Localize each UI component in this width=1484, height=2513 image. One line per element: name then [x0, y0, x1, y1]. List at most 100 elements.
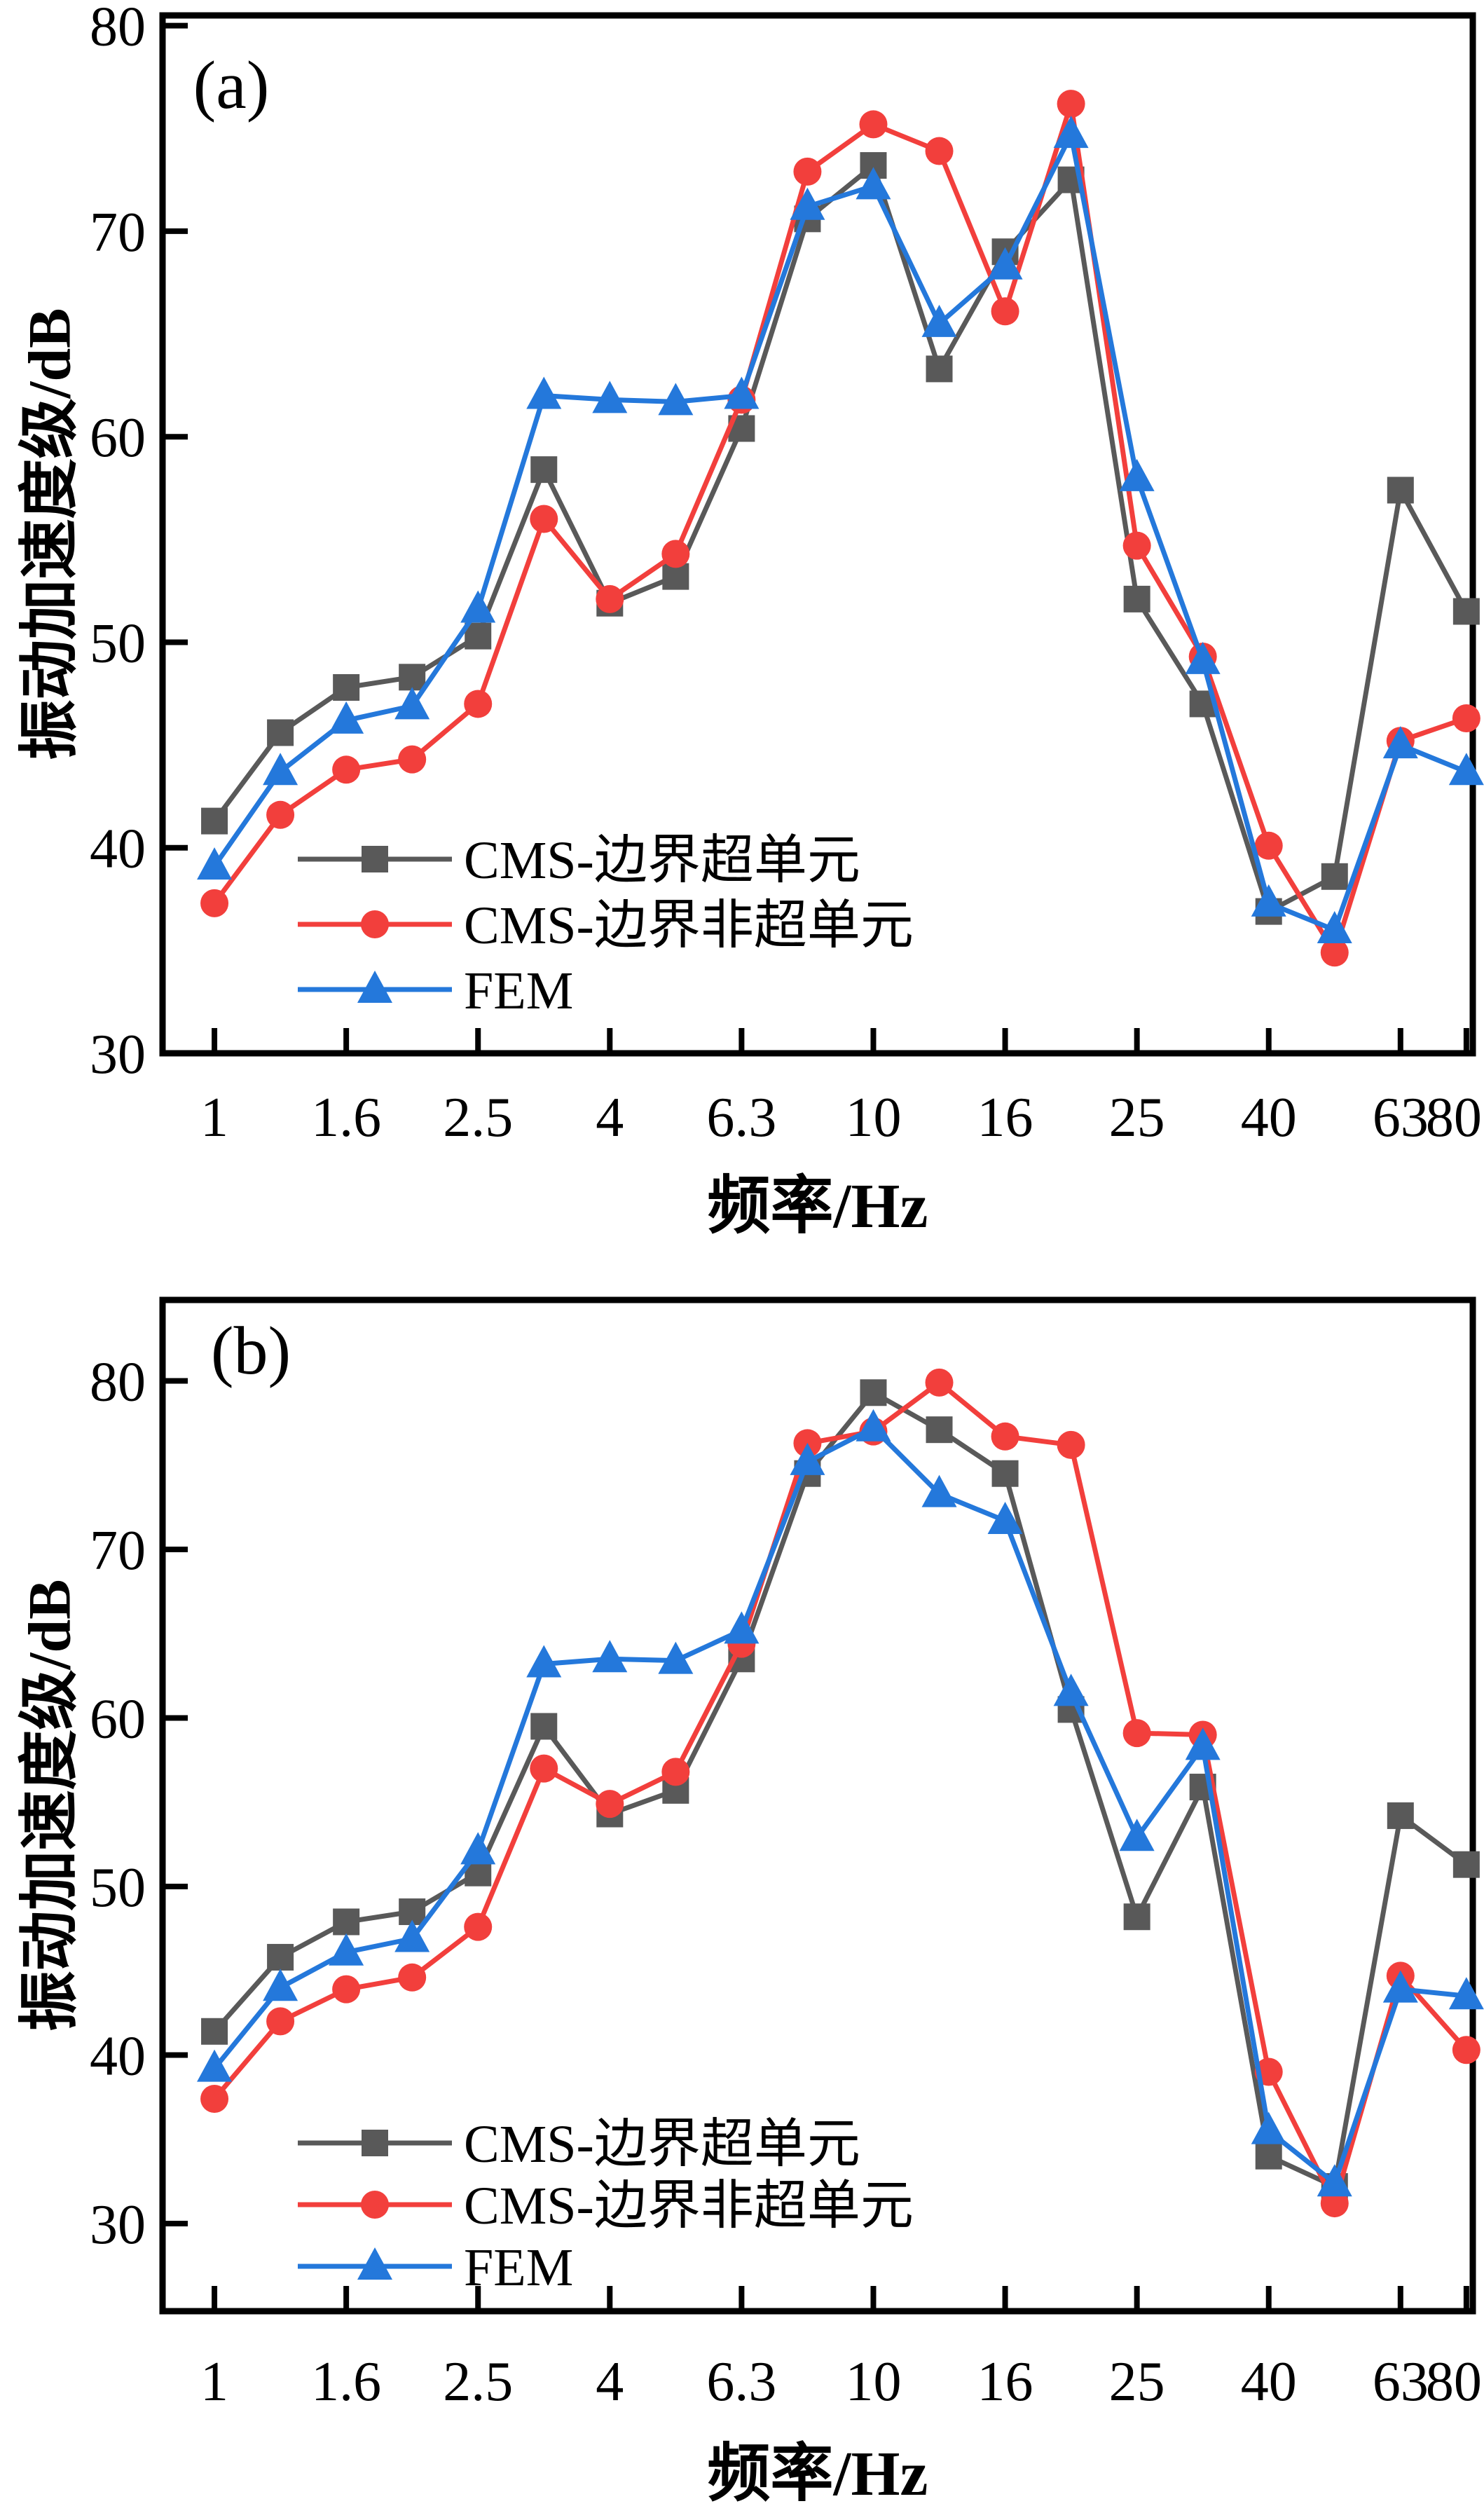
data-point-marker: [991, 297, 1019, 326]
x-tick-label: 2.5: [443, 1087, 513, 1149]
series-line-0: [212, 163, 1469, 915]
data-point-marker: [332, 755, 361, 784]
data-point-marker: [197, 847, 233, 880]
data-point-marker: [790, 1442, 825, 1475]
data-point-marker: [596, 584, 624, 613]
y-tick-label: 40: [90, 819, 146, 880]
data-point-marker: [1251, 2111, 1286, 2144]
data-point-marker: [1448, 753, 1484, 786]
x-tick-label: 4: [596, 1087, 624, 1149]
x-tick-label: 25: [1109, 1087, 1165, 1149]
data-point-marker: [530, 456, 558, 484]
data-point-marker: [1321, 863, 1348, 890]
x-tick-label: 1: [200, 1087, 228, 1149]
data-point-marker: [1452, 2036, 1480, 2065]
data-point-marker: [921, 1474, 957, 1507]
data-point-marker: [1254, 831, 1283, 860]
data-point-marker: [464, 1912, 493, 1941]
data-point-marker: [201, 2018, 228, 2045]
data-point-marker: [197, 2049, 233, 2082]
data-point-marker: [793, 157, 822, 186]
data-point-marker: [333, 1908, 360, 1936]
x-tick-label: 1.6: [311, 2351, 381, 2413]
data-point-marker: [926, 1416, 953, 1444]
y-tick-label: 80: [90, 1351, 146, 1413]
panel-letter-a: (a): [193, 48, 270, 123]
data-point-marker: [1123, 585, 1150, 612]
x-tick-label: 16: [977, 1087, 1033, 1149]
data-point-marker: [394, 687, 430, 720]
data-point-marker: [398, 1963, 427, 1992]
data-point-marker: [332, 1975, 361, 2004]
data-point-marker: [530, 1754, 558, 1783]
y-tick-label: 30: [90, 2194, 146, 2256]
data-point-marker: [266, 800, 295, 829]
chart-panel-a: 30 40 50 60 70 80 1 1.6 2.5 4 6.3 10 16 25 40 63 80 CMS-边…: [0, 0, 1484, 1248]
y-tick-label: 70: [90, 202, 146, 263]
data-point-marker: [724, 376, 760, 409]
data-point-marker: [987, 247, 1023, 280]
data-point-marker: [1053, 1673, 1089, 1706]
data-point-marker: [925, 137, 954, 165]
data-point-marker: [526, 1645, 562, 1678]
x-tick-label: 63: [1373, 1087, 1429, 1149]
data-point-marker: [267, 1943, 294, 1971]
legend-marker: [362, 2130, 388, 2156]
x-axis-title-b: 频率/Hz: [707, 2439, 928, 2509]
data-point-marker: [1251, 884, 1286, 917]
data-point-marker: [1255, 2142, 1282, 2170]
data-point-marker: [329, 701, 364, 734]
x-tick-label: 80: [1426, 1087, 1482, 1149]
data-point-marker: [1122, 531, 1151, 560]
data-point-marker: [596, 1790, 624, 1819]
data-point-marker: [1387, 1802, 1414, 1829]
data-point-marker: [658, 383, 694, 416]
series-line-1: [212, 101, 1467, 955]
legend-marker: [361, 910, 389, 938]
data-point-marker: [1185, 641, 1221, 674]
x-tick-label: 10: [845, 1087, 901, 1149]
data-point-marker: [724, 1611, 760, 1644]
data-point-marker: [592, 381, 628, 413]
plot-frame: [159, 1296, 1476, 2315]
series-line-2: [212, 132, 1468, 933]
legend-marker: [361, 2191, 389, 2219]
legend-marker: [357, 971, 392, 1003]
y-tick-label: 50: [90, 612, 146, 674]
data-point-marker: [333, 673, 360, 701]
data-point-marker: [530, 505, 558, 533]
data-point-marker: [859, 110, 888, 139]
data-point-marker: [856, 167, 891, 200]
data-point-marker: [1057, 90, 1085, 118]
data-point-marker: [465, 622, 492, 650]
x-tick-label: 10: [845, 2351, 901, 2413]
data-point-marker: [1122, 1719, 1151, 1748]
legend-label: CMS-边界超单元: [464, 831, 860, 890]
x-tick-label: 6.3: [706, 2351, 776, 2413]
data-point-marker: [790, 187, 825, 220]
data-point-marker: [926, 355, 953, 383]
data-point-marker: [1053, 116, 1089, 149]
data-point-marker: [200, 2084, 229, 2113]
data-point-marker: [1057, 1430, 1085, 1459]
data-point-marker: [1387, 477, 1414, 504]
data-point-marker: [460, 590, 496, 623]
data-point-marker: [856, 1409, 891, 1442]
data-point-marker: [1119, 1819, 1155, 1851]
x-tick-label: 25: [1109, 2351, 1165, 2413]
legend-label: CMS-边界超单元: [464, 2115, 860, 2174]
data-point-marker: [263, 753, 298, 786]
data-point-marker: [200, 889, 229, 917]
data-point-marker: [860, 1379, 887, 1406]
data-point-marker: [658, 1641, 694, 1674]
plot-frame: [159, 12, 1476, 1057]
data-point-marker: [1185, 1727, 1221, 1760]
data-point-marker: [661, 540, 690, 568]
y-tick-label: 40: [90, 2025, 146, 2087]
data-point-marker: [987, 1502, 1023, 1535]
data-point-marker: [592, 1640, 628, 1673]
data-point-marker: [1382, 1970, 1418, 2003]
y-axis-title-b: 振动加速度级/dB: [15, 1579, 83, 2032]
data-point-marker: [661, 1758, 690, 1786]
legend-marker: [362, 846, 388, 872]
